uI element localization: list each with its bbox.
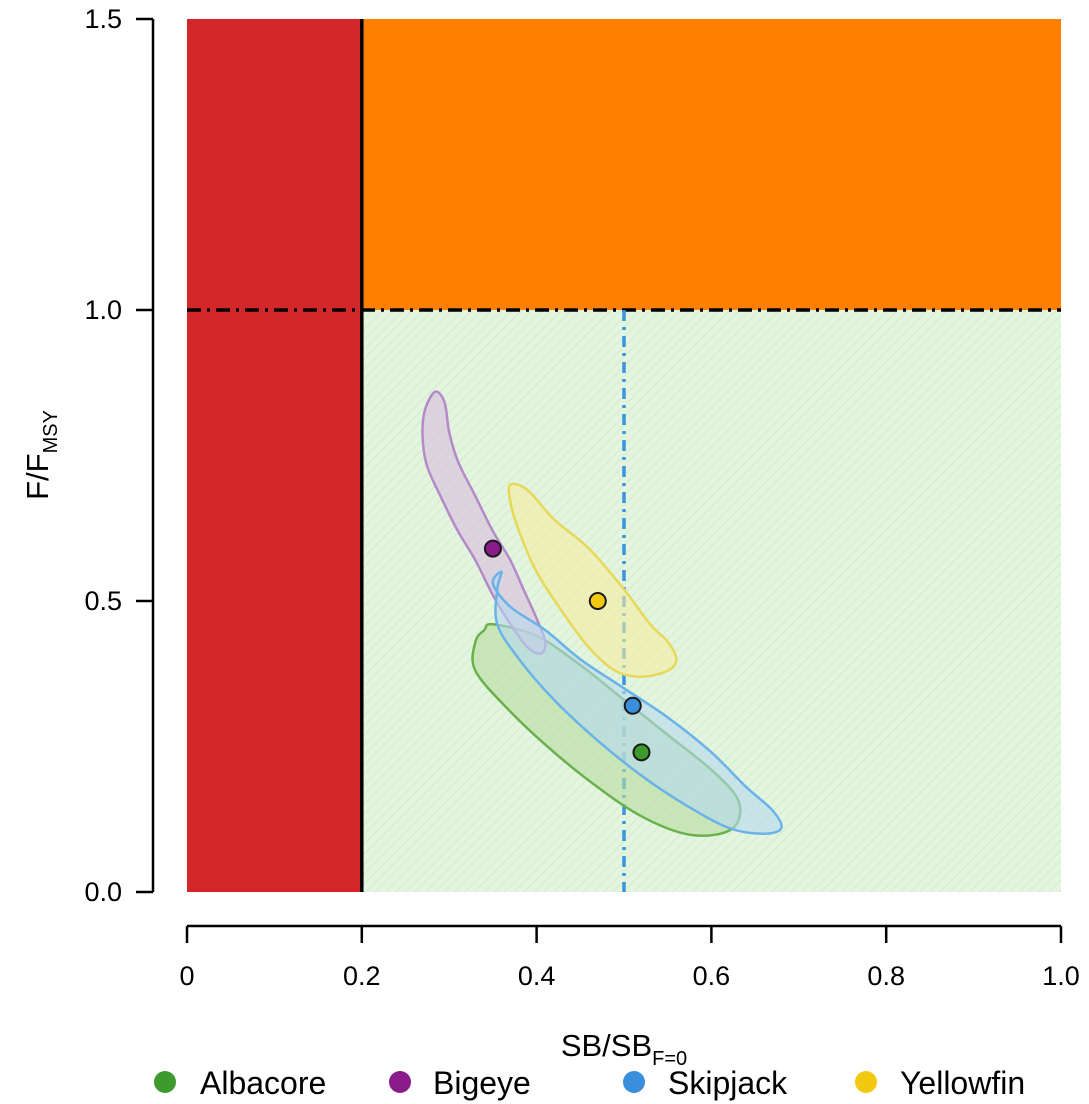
y-axis-title-main: F/F (20, 453, 55, 500)
legend-marker-yellowfin (855, 1071, 877, 1093)
x-tick-label: 0.8 (867, 961, 905, 991)
x-axis-title-main: SB/SB (561, 1028, 652, 1063)
point-skipjack (623, 696, 642, 715)
legend-marker-skipjack (623, 1071, 645, 1093)
x-tick-label: 0.6 (693, 961, 731, 991)
legend: Albacore Bigeye Skipjack Yellowfin (154, 1065, 1025, 1101)
point-albacore (632, 743, 651, 762)
legend-label-skipjack: Skipjack (668, 1065, 788, 1101)
x-tick-label: 0.4 (518, 961, 556, 991)
zone-overfishing (361, 19, 1061, 310)
axes: 0.0 0.5 1.0 1.5 0 0.2 0.4 0.6 0.8 1.0 SB/SBF=0 F/FM… (20, 4, 1080, 1070)
legend-label-yellowfin: Yellowfin (900, 1065, 1025, 1101)
x-axis-title: SB/SBF=0 (561, 1028, 687, 1070)
x-tick-label: 0.2 (343, 961, 381, 991)
legend-marker-albacore (154, 1071, 176, 1093)
y-tick-label: 1.0 (84, 295, 122, 325)
y-axis-title-subscript: MSY (40, 410, 62, 453)
x-tick-label: 1.0 (1042, 961, 1080, 991)
x-tick-label: 0 (179, 961, 194, 991)
status-zones (187, 19, 1061, 892)
point-yellowfin (588, 592, 607, 610)
x-axis-title-subscript: F=0 (652, 1048, 687, 1070)
y-tick-label: 0.5 (84, 586, 122, 616)
y-tick-label: 1.5 (84, 4, 122, 34)
region-yellowfin (507, 482, 678, 678)
data-points (483, 539, 651, 762)
point-bigeye (483, 539, 502, 558)
y-axis-title: F/FMSY (20, 410, 62, 500)
legend-label-bigeye: Bigeye (433, 1065, 531, 1101)
y-tick-label: 0.0 (84, 877, 122, 907)
legend-label-albacore: Albacore (200, 1065, 326, 1101)
legend-marker-bigeye (389, 1071, 411, 1093)
zone-overfished (187, 19, 362, 892)
